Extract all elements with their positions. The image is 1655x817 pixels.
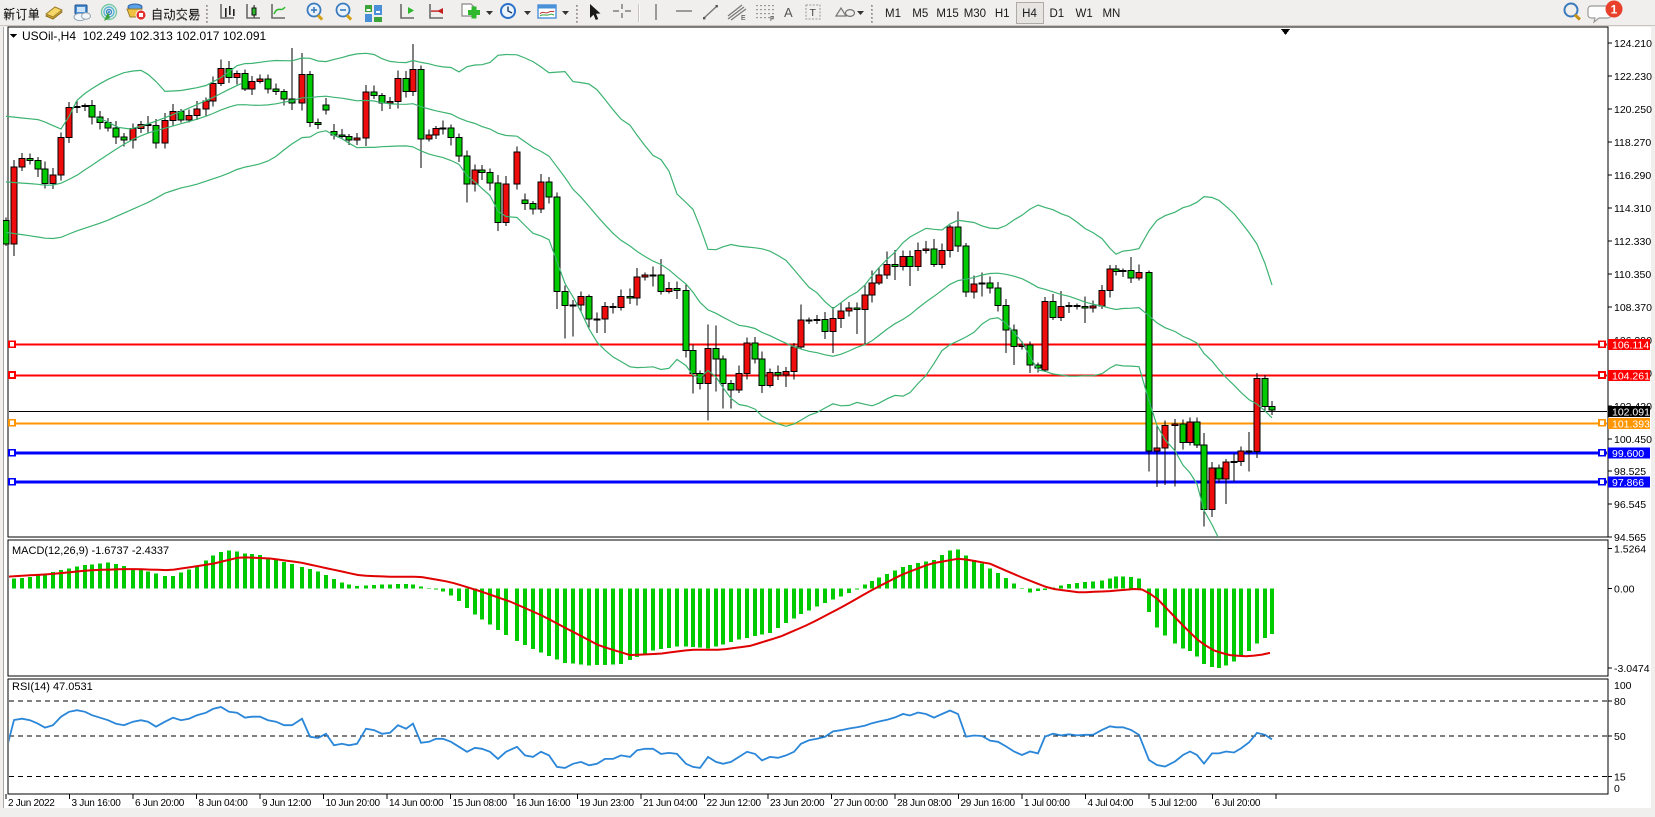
- svg-text:22 Jun 12:00: 22 Jun 12:00: [707, 798, 762, 809]
- svg-text:21 Jun 04:00: 21 Jun 04:00: [643, 798, 698, 809]
- svg-text:10 Jun 20:00: 10 Jun 20:00: [326, 798, 381, 809]
- svg-text:M1: M1: [885, 8, 901, 20]
- svg-text:28 Jun 08:00: 28 Jun 08:00: [897, 798, 952, 809]
- svg-text:122.230: 122.230: [1614, 71, 1652, 83]
- svg-text:A: A: [784, 5, 793, 20]
- svg-text:114.310: 114.310: [1614, 203, 1651, 215]
- svg-text:108.370: 108.370: [1614, 302, 1652, 314]
- svg-text:110.350: 110.350: [1614, 269, 1651, 281]
- svg-text:100.450: 100.450: [1614, 434, 1652, 446]
- svg-text:100: 100: [1614, 680, 1632, 692]
- svg-text:RSI(14) 47.0531: RSI(14) 47.0531: [12, 681, 93, 693]
- svg-text:16 Jun 16:00: 16 Jun 16:00: [516, 798, 571, 809]
- svg-text:94.565: 94.565: [1614, 532, 1646, 544]
- svg-text:H4: H4: [1022, 8, 1037, 20]
- svg-text:96.545: 96.545: [1614, 499, 1646, 511]
- svg-text:98.525: 98.525: [1614, 466, 1646, 478]
- svg-text:8 Jun 04:00: 8 Jun 04:00: [199, 798, 249, 809]
- svg-text:USOil-,H4 102.249 102.313 102: USOil-,H4 102.249 102.313 102.017 102.09…: [22, 29, 267, 43]
- svg-text:102.091: 102.091: [1612, 407, 1650, 419]
- svg-text:9 Jun 12:00: 9 Jun 12:00: [262, 798, 312, 809]
- svg-text:99.600: 99.600: [1612, 448, 1644, 460]
- svg-text:H1: H1: [995, 8, 1010, 20]
- svg-text:6 Jul 20:00: 6 Jul 20:00: [1215, 798, 1261, 809]
- svg-text:14 Jun 00:00: 14 Jun 00:00: [389, 798, 444, 809]
- svg-text:50: 50: [1614, 731, 1626, 743]
- svg-text:80: 80: [1614, 696, 1626, 708]
- svg-text:0.00: 0.00: [1614, 584, 1635, 596]
- svg-text:19 Jun 23:00: 19 Jun 23:00: [580, 798, 635, 809]
- svg-text:E: E: [741, 15, 746, 22]
- svg-text:F: F: [770, 16, 774, 23]
- svg-text:106.114: 106.114: [1612, 340, 1649, 352]
- svg-text:T: T: [810, 7, 817, 19]
- svg-text:-3.0474: -3.0474: [1614, 663, 1650, 675]
- svg-text:D1: D1: [1049, 8, 1064, 20]
- svg-text:MN: MN: [1102, 8, 1120, 20]
- svg-text:101.393: 101.393: [1612, 418, 1650, 430]
- svg-text:3 Jun 16:00: 3 Jun 16:00: [72, 798, 122, 809]
- svg-text:1.5264: 1.5264: [1614, 544, 1646, 556]
- svg-text:118.270: 118.270: [1614, 137, 1651, 149]
- svg-text:23 Jun 20:00: 23 Jun 20:00: [770, 798, 825, 809]
- svg-text:1: 1: [1611, 3, 1618, 17]
- svg-text:116.290: 116.290: [1614, 170, 1651, 182]
- svg-text:W1: W1: [1075, 8, 1092, 20]
- svg-text:5 Jul 12:00: 5 Jul 12:00: [1151, 798, 1197, 809]
- svg-text:15 Jun 08:00: 15 Jun 08:00: [453, 798, 508, 809]
- svg-text:27 Jun 00:00: 27 Jun 00:00: [834, 798, 889, 809]
- svg-text:M5: M5: [912, 8, 928, 20]
- svg-text:112.330: 112.330: [1614, 236, 1651, 248]
- svg-text:MACD(12,26,9) -1.6737 -2.4337: MACD(12,26,9) -1.6737 -2.4337: [12, 545, 169, 557]
- svg-text:0: 0: [1614, 783, 1620, 795]
- svg-text:4 Jul 04:00: 4 Jul 04:00: [1088, 798, 1134, 809]
- svg-text:124.210: 124.210: [1614, 38, 1652, 50]
- svg-text:6 Jun 20:00: 6 Jun 20:00: [135, 798, 185, 809]
- svg-text:M30: M30: [964, 8, 986, 20]
- svg-text:120.250: 120.250: [1614, 104, 1652, 116]
- svg-text:104.261: 104.261: [1612, 371, 1650, 383]
- svg-text:29 Jun 16:00: 29 Jun 16:00: [961, 798, 1016, 809]
- svg-text:2 Jun 2022: 2 Jun 2022: [8, 798, 55, 809]
- svg-text:M15: M15: [936, 8, 958, 20]
- svg-text:97.866: 97.866: [1612, 477, 1644, 489]
- svg-text:1 Jul 00:00: 1 Jul 00:00: [1024, 798, 1070, 809]
- svg-text:15: 15: [1614, 772, 1626, 784]
